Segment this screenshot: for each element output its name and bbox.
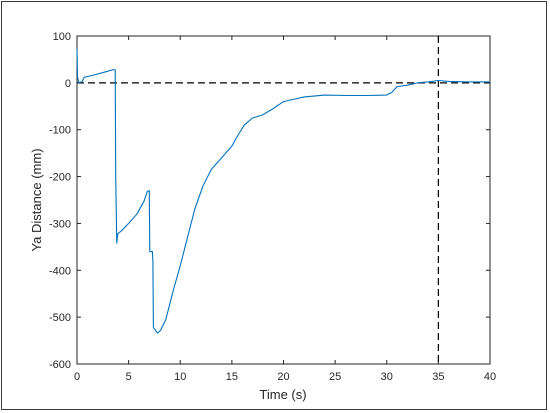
plot-area (76, 35, 491, 365)
x-tick-label: 15 (226, 371, 238, 383)
x-tick-label: 30 (381, 371, 393, 383)
y-axis: 100 0 -100 -200 -300 -400 -500 -600 (49, 31, 490, 371)
x-axis-title: Time (s) (259, 387, 306, 402)
x-axis: 0 5 10 15 20 25 30 35 40 (74, 36, 496, 383)
x-tick-label: 40 (484, 371, 496, 383)
x-tick-label: 20 (277, 371, 289, 383)
x-tick-label: 25 (329, 371, 341, 383)
series-group (76, 49, 490, 334)
y-axis-title: Ya Distance (mm) (29, 148, 44, 251)
y-tick-label: -400 (49, 265, 71, 277)
y-tick-label: -200 (49, 172, 71, 184)
y-tick-label: -500 (49, 312, 71, 324)
x-tick-label: 35 (432, 371, 444, 383)
x-tick-label: 10 (174, 371, 186, 383)
series-line (76, 49, 490, 334)
y-tick-label: -600 (49, 359, 71, 371)
y-tick-label: -100 (49, 125, 71, 137)
y-tick-label: 100 (53, 31, 71, 43)
y-tick-label: 0 (65, 78, 71, 90)
x-tick-label: 5 (126, 371, 132, 383)
x-tick-label: 0 (74, 371, 80, 383)
y-tick-label: -300 (49, 218, 71, 230)
